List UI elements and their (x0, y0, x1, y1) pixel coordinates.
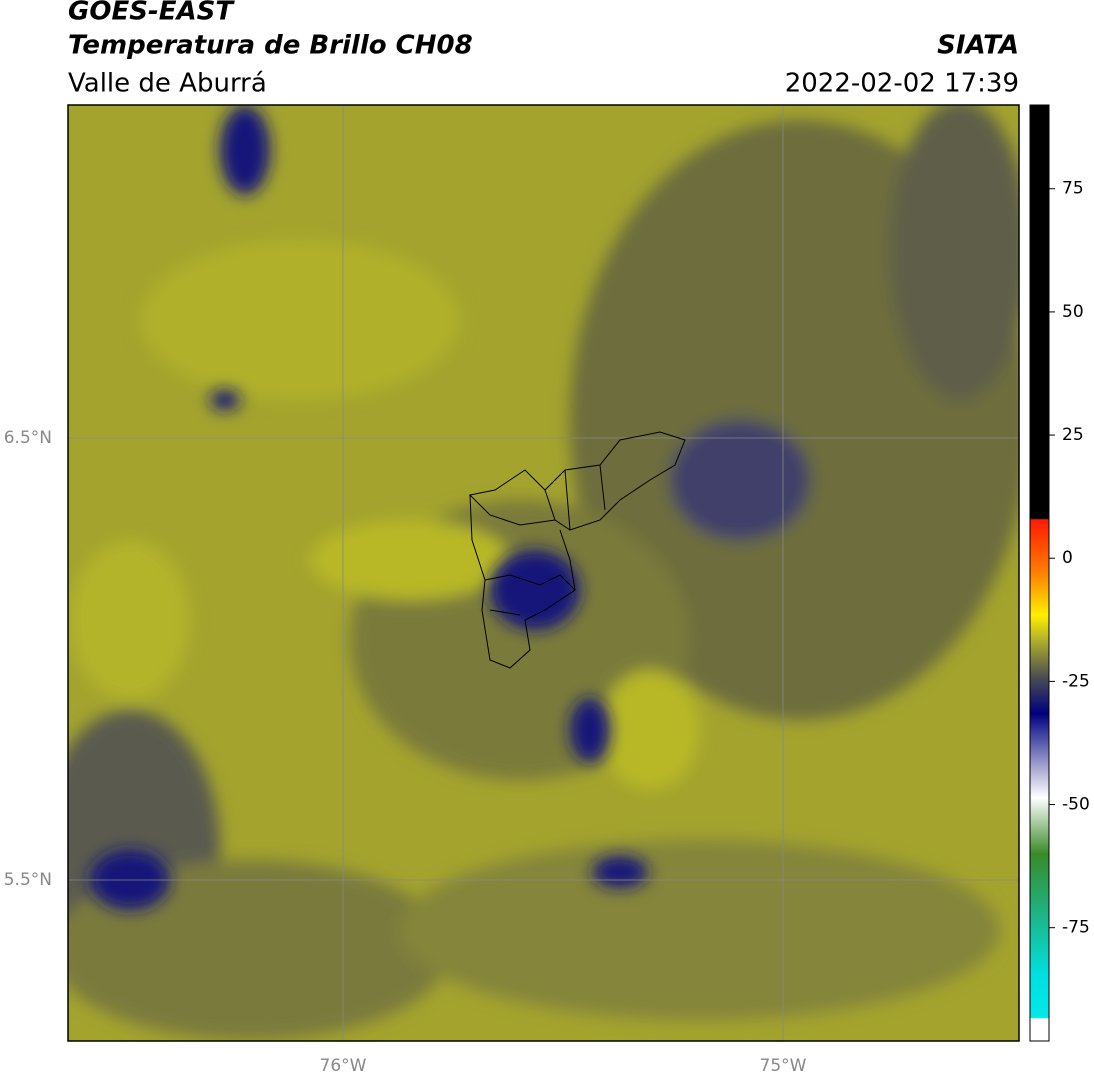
colorbar-tick-label: -75 (1062, 918, 1090, 938)
region: Valle de Aburrá (68, 69, 267, 99)
municipal-boundaries (468, 431, 686, 669)
datetime: 2022-02-02 17:39 (785, 69, 1019, 99)
source: SIATA (937, 31, 1019, 61)
colorbar-tick-label: 75 (1062, 179, 1084, 199)
colorbar (1029, 104, 1050, 1042)
lat-label: 6.5°N (4, 428, 52, 448)
colorbar-tick-label: -50 (1062, 795, 1090, 815)
lat-label: 5.5°N (4, 870, 52, 890)
cloud-field (68, 105, 1019, 1040)
colorbar-tick-label: 50 (1062, 302, 1084, 322)
colorbar-tick-label: 0 (1062, 548, 1073, 568)
lon-label: 76°W (320, 1056, 367, 1076)
colorbar-tick-label: 25 (1062, 425, 1084, 445)
map (68, 105, 1019, 1041)
map-frame (67, 104, 1020, 1042)
subtitle: Temperatura de Brillo CH08 (68, 31, 473, 61)
title: GOES-EAST (68, 0, 235, 27)
colorbar-tick-label: -25 (1062, 671, 1090, 691)
lon-label: 75°W (760, 1056, 807, 1076)
